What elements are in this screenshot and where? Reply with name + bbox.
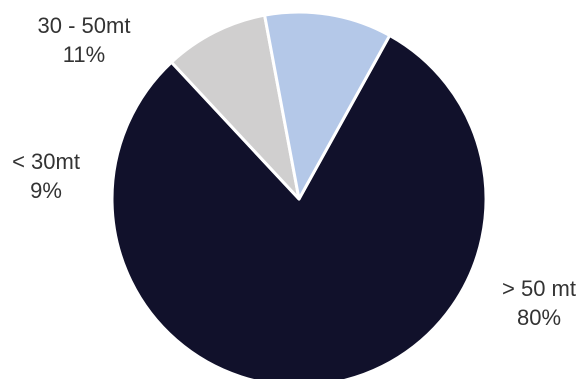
slice-label-2: 30 - 50mt 11%: [38, 13, 131, 67]
pie-slice-2: [263, 10, 392, 201]
slice-category-1: < 30mt: [12, 149, 80, 174]
labels-layer: > 50 mt 80% < 30mt 9% 30 - 50mt 11%: [12, 13, 576, 330]
slices-layer: [110, 10, 488, 379]
slice-category-0: > 50 mt: [502, 276, 576, 301]
slice-percent-1: 9%: [30, 178, 62, 203]
slice-label-0: > 50 mt 80%: [502, 276, 576, 330]
pie-slice-0: [110, 33, 488, 379]
pie-slice-1: [169, 13, 301, 201]
slice-category-2: 30 - 50mt: [38, 13, 131, 38]
slice-percent-0: 80%: [517, 305, 561, 330]
slice-label-1: < 30mt 9%: [12, 149, 80, 203]
slice-percent-2: 11%: [63, 42, 105, 67]
